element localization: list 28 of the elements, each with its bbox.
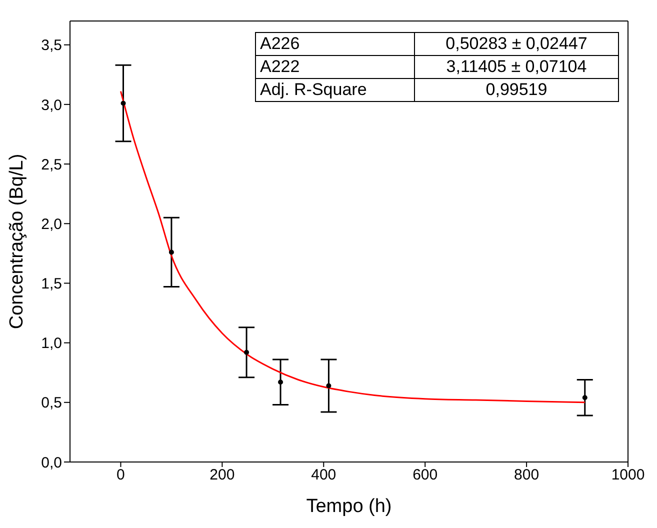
x-tick-label: 800 bbox=[514, 466, 540, 484]
point bbox=[120, 100, 126, 106]
point bbox=[244, 350, 250, 355]
y-tick-label: 0,5 bbox=[41, 394, 62, 412]
annotation: A222 bbox=[256, 56, 414, 78]
point bbox=[326, 383, 332, 388]
point bbox=[278, 380, 284, 385]
y-tick-label: 2,5 bbox=[41, 156, 62, 174]
annotation: 3,11405 ± 0,07104 bbox=[414, 56, 618, 78]
y-tick-label: 0,0 bbox=[41, 454, 62, 472]
point bbox=[168, 250, 174, 255]
x-axis-title: Tempo (h) bbox=[306, 496, 392, 517]
annotation: Adj. R-Square bbox=[256, 78, 414, 102]
x-tick-label: 600 bbox=[412, 466, 438, 484]
annotation: 0,50283 ± 0,02447 bbox=[414, 32, 618, 56]
point bbox=[582, 395, 588, 400]
y-tick-label: 3,5 bbox=[41, 37, 62, 54]
annotation: 0,99519 bbox=[414, 78, 618, 102]
y-axis-title: Concentração (Bq/L) bbox=[6, 154, 28, 330]
x-tick-label: 400 bbox=[311, 466, 336, 484]
y-tick-label: 1,5 bbox=[41, 276, 62, 293]
y-tick-label: 1,0 bbox=[41, 335, 62, 352]
x-tick-label: 1000 bbox=[611, 466, 645, 484]
x-tick-label: 200 bbox=[210, 466, 235, 484]
y-tick-label: 3,0 bbox=[41, 96, 62, 114]
x-tick-label: 0 bbox=[116, 466, 125, 484]
annotation: A226 bbox=[256, 32, 414, 56]
y-tick-label: 2,0 bbox=[41, 216, 62, 233]
